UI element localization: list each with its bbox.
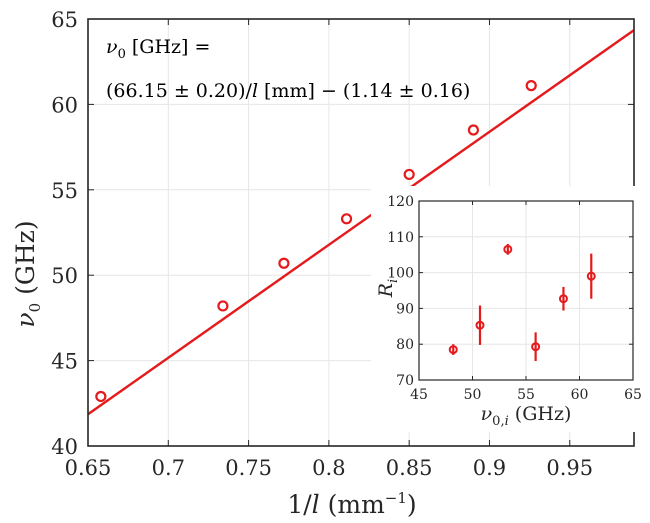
main-fit-line-group [88,29,634,416]
inset-data-point [586,271,596,281]
fit-equation-line-1: ν0 [GHz] = [106,36,210,62]
inset-y-tick-label: 90 [396,301,414,317]
main-data-point [403,168,415,181]
inset-x-tick-label: 50 [464,387,482,403]
main-x-tick-label: 0.8 [312,456,345,480]
main-x-tick-label: 0.95 [546,456,593,480]
inset-y-tick-label: 70 [396,373,414,389]
inset-y-tick-label: 80 [396,337,414,353]
y-axis-label: ν0 (GHz) [11,220,44,327]
x-axis-label: 1/l (mm−1) [287,489,416,519]
inset-x-tick-label: 45 [410,387,428,403]
inset-ticks: 45 50 55 60 65 70 80 90 100 110 120 [387,194,642,403]
main-y-tick-label: 45 [51,350,78,374]
main-y-tick-label: 60 [51,93,78,117]
inset-data-point [448,345,458,355]
inset-y-tick-label: 110 [387,230,414,246]
main-data-point [278,257,290,269]
inset-x-tick-label: 55 [517,387,535,403]
inset-y-tick-label: 120 [387,194,414,210]
main-y-tick-label: 55 [51,179,78,203]
main-x-tick-label: 0.75 [225,456,272,480]
inset-data-point [531,342,541,352]
fit-equation-line-2: (66.15 ± 0.20)/l [mm] − (1.14 ± 0.16) [106,80,470,102]
inset-data-point [503,244,513,254]
inset-y-tick-label: 100 [387,266,414,282]
inset-y-axis-label: Ri [375,279,401,298]
inset-x-tick-label: 65 [624,387,642,403]
inset-background [371,186,649,432]
main-y-tick-label: 40 [51,435,78,459]
main-points [95,80,537,403]
inset-x-tick-label: 60 [571,387,589,403]
main-y-tick-label: 50 [51,264,78,288]
main-data-point [95,390,107,403]
inset-data-point [475,320,485,330]
main-x-tick-label: 0.85 [386,456,433,480]
main-x-tick-label: 0.7 [152,456,185,480]
main-data-point [340,213,353,225]
inset-points [448,243,596,362]
main-data-point [467,124,480,136]
inset-data-point [558,294,568,304]
inset-x-axis-label: ν0,i (GHz) [481,403,572,429]
main-y-tick-label: 65 [51,8,78,32]
main-data-point [217,300,229,312]
main-x-tick-label: 0.65 [65,456,112,480]
main-x-tick-label: 0.9 [473,456,506,480]
main-data-point [525,80,537,92]
main-ticks: 0.65 0.7 0.75 0.8 0.85 0.9 0.95 40 45 50 55 60 65 [51,8,634,480]
fit-line [88,29,634,416]
